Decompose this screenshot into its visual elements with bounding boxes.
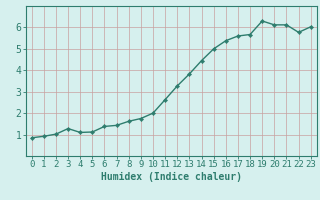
X-axis label: Humidex (Indice chaleur): Humidex (Indice chaleur) xyxy=(101,172,242,182)
